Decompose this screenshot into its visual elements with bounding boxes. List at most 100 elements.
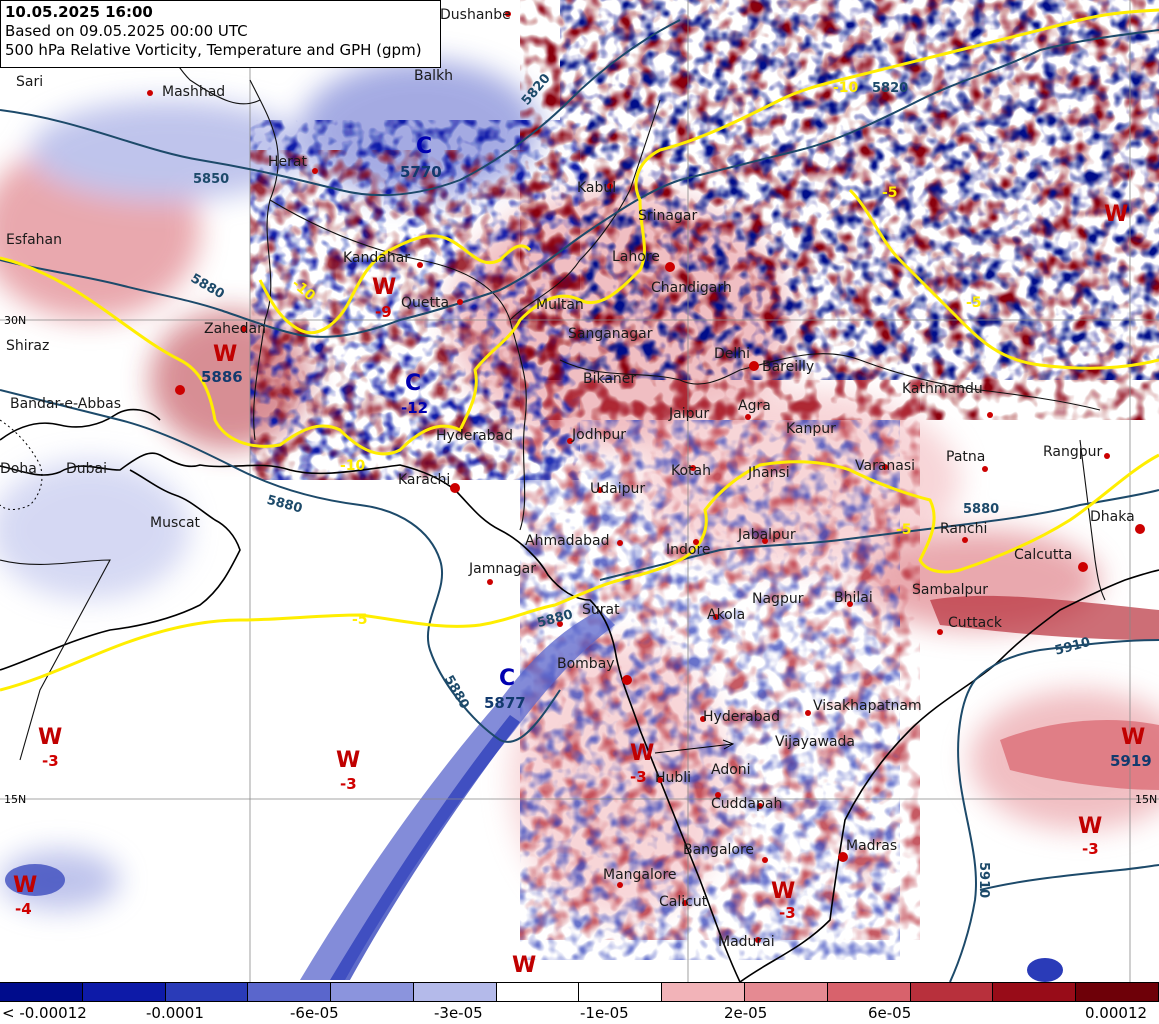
svg-text:5886: 5886 [201, 368, 243, 386]
city-label-cuttack: Cuttack [948, 615, 1003, 631]
city-label-lahore: Lahore [612, 249, 660, 265]
colorbar-label-8: 0.00012 [1085, 1004, 1148, 1022]
system-w-tibet: W [1104, 202, 1128, 227]
system-w-hubli: W -3 [630, 741, 654, 786]
city-label-bareilly: Bareilly [762, 359, 814, 375]
colorbar-swatch-1 [0, 983, 83, 1001]
colorbar-swatches [0, 982, 1159, 1002]
svg-text:-3: -3 [630, 768, 647, 786]
city-label-kandahar: Kandahar [343, 250, 410, 266]
svg-text:-9: -9 [375, 303, 392, 321]
city-label-visakhapatnam: Visakhapatnam [813, 698, 922, 714]
colorbar-swatch-8 [579, 983, 663, 1001]
lat-15n-right: 15N [1135, 793, 1157, 806]
svg-text:-3: -3 [42, 752, 59, 770]
city-label-srinagar: Srinagar [638, 208, 697, 224]
city-label-kotah: Kotah [671, 463, 711, 479]
svg-text:5919: 5919 [1110, 752, 1152, 770]
svg-text:5770: 5770 [400, 163, 442, 181]
colorbar-label-2: -0.0001 [146, 1004, 204, 1022]
gph-label-5880-e: 5880 [963, 502, 999, 517]
city-label-vijayawada: Vijayawada [775, 734, 855, 750]
city-label-ahmadabad: Ahmadabad [525, 533, 610, 549]
colorbar-swatch-12 [910, 983, 994, 1001]
city-label-jabalpur: Jabalpur [737, 527, 796, 543]
colorbar-swatch-6 [413, 983, 497, 1001]
system-w-oman: W -3 [38, 725, 62, 770]
temp-label-5-tibet2: -5 [966, 295, 982, 311]
city-label-jaipur: Jaipur [668, 406, 709, 422]
city-label-varanasi: Varanasi [855, 458, 915, 474]
colorbar-label-7: 6e-05 [868, 1004, 912, 1022]
colorbar-legend: < -0.00012 -0.0001 -6e-05 -3e-05 -1e-05 … [0, 982, 1159, 1024]
gph-label-5850: 5850 [193, 172, 229, 187]
city-label-patna: Patna [946, 449, 985, 465]
svg-text:5877: 5877 [484, 694, 526, 712]
temp-label-10-n: -10 [833, 80, 859, 96]
lat-15n-left: 15N [4, 793, 26, 806]
city-label-bikaner: Bikaner [583, 371, 636, 387]
svg-text:W: W [213, 342, 237, 367]
vorticity-map: 30N 15N 15N Dushanbe Sari Mashhad Balkh [0, 0, 1159, 982]
city-label-cuddapah: Cuddapah [711, 796, 782, 812]
colorbar-swatch-4 [248, 983, 332, 1001]
city-label-sanganagar: Sanganagar [568, 326, 653, 342]
svg-text:C: C [416, 134, 432, 159]
svg-text:W: W [1078, 814, 1102, 839]
city-label-kabul: Kabul [577, 180, 616, 196]
city-label-adoni: Adoni [711, 762, 751, 778]
city-label-bandar-e-abbas: Bandar-e-Abbas [10, 396, 121, 412]
gph-label-5820-b: 5820 [872, 81, 908, 96]
colorbar-swatch-2 [82, 983, 166, 1001]
system-c-sindh: C -12 [401, 371, 428, 417]
gph-label-5880-b: 5880 [441, 673, 472, 712]
svg-text:-3: -3 [779, 904, 796, 922]
gph-labels: 5850 5820 5820 5880 5880 5880 5880 5880 … [188, 71, 1092, 898]
svg-text:C: C [499, 666, 515, 691]
temp-label-5-tibet: -5 [882, 185, 898, 201]
city-label-hubli: Hubli [655, 770, 691, 786]
city-label-sambalpur: Sambalpur [912, 582, 988, 598]
valid-time: 10.05.2025 16:00 [5, 3, 153, 21]
city-label-kanpur: Kanpur [786, 421, 836, 437]
city-label-akola: Akola [707, 607, 745, 623]
city-label-delhi: Delhi [714, 346, 750, 362]
svg-text:W: W [38, 725, 62, 750]
city-label-doha: Doha [0, 461, 37, 477]
svg-text:C: C [405, 371, 421, 396]
svg-text:W: W [1121, 725, 1145, 750]
city-label-rangpur: Rangpur [1043, 444, 1103, 460]
colorbar-swatch-13 [993, 983, 1077, 1001]
colorbar-label-3: -6e-05 [290, 1004, 339, 1022]
temp-label-10-s: -10 [340, 458, 366, 474]
system-c-arabian: C 5877 [484, 666, 526, 712]
city-label-bhilai: Bhilai [834, 590, 873, 606]
svg-text:W: W [512, 953, 536, 978]
borders [0, 0, 1106, 761]
city-label-zahedan: Zahedan [204, 321, 266, 337]
city-label-dushanbe: Dushanbe [440, 7, 511, 23]
city-label-madurai: Madurai [718, 934, 775, 950]
colorbar-swatch-3 [165, 983, 249, 1001]
temp-label-5-sea: -5 [352, 612, 368, 628]
gph-label-5880-w: 5880 [188, 271, 227, 302]
city-label-shiraz: Shiraz [6, 338, 49, 354]
system-w-south: W [512, 953, 536, 978]
colorbar-label-6: 2e-05 [724, 1004, 768, 1022]
city-label-dhaka: Dhaka [1090, 509, 1135, 525]
city-label-ranchi: Ranchi [940, 521, 987, 537]
city-label-quetta: Quetta [401, 295, 449, 311]
city-label-herat: Herat [268, 154, 307, 170]
chart-title-box: 10.05.2025 16:00 Based on 09.05.2025 00:… [0, 0, 441, 68]
city-label-dubai: Dubai [66, 461, 107, 477]
gph-label-5910-a: 5910 [1053, 635, 1092, 659]
vorticity-field [0, 0, 1159, 982]
colorbar-swatch-5 [331, 983, 414, 1001]
temp-label-5-east: -5 [896, 522, 912, 538]
city-label-hyderabad: Hyderabad [703, 709, 780, 725]
svg-text:W: W [630, 741, 654, 766]
colorbar-swatch-10 [745, 983, 828, 1001]
city-label-bangalore: Bangalore [683, 842, 754, 858]
system-c-kabul: C 5770 [400, 134, 442, 181]
